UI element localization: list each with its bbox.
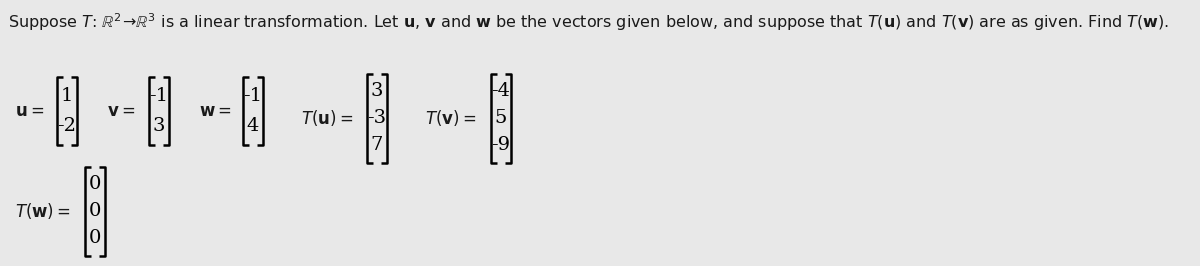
Text: 4: 4 [247,117,259,135]
Text: -9: -9 [492,136,510,154]
Text: Suppose $T$: $\mathbb{R}^2\!\rightarrow\!\mathbb{R}^3$ is a linear transformatio: Suppose $T$: $\mathbb{R}^2\!\rightarrow\… [8,11,1169,33]
Text: $\mathbf{u}=$: $\mathbf{u}=$ [14,102,44,120]
Text: 5: 5 [494,109,508,127]
Text: 0: 0 [89,175,101,193]
Text: 3: 3 [152,117,166,135]
Text: -1: -1 [150,87,168,105]
Text: 7: 7 [371,136,383,154]
Text: -2: -2 [58,117,77,135]
Text: $T(\mathbf{u})=$: $T(\mathbf{u})=$ [301,108,353,128]
Text: 0: 0 [89,229,101,247]
Text: $T(\mathbf{v})=$: $T(\mathbf{v})=$ [425,108,476,128]
Text: -4: -4 [492,82,510,100]
Text: -3: -3 [367,109,386,127]
Text: 3: 3 [371,82,383,100]
Text: 1: 1 [61,87,73,105]
Text: 0: 0 [89,202,101,220]
Text: -1: -1 [244,87,263,105]
Text: $T(\mathbf{w})=$: $T(\mathbf{w})=$ [14,201,71,221]
Text: $\mathbf{v}=$: $\mathbf{v}=$ [107,102,136,120]
Text: $\mathbf{w}=$: $\mathbf{w}=$ [199,102,232,120]
